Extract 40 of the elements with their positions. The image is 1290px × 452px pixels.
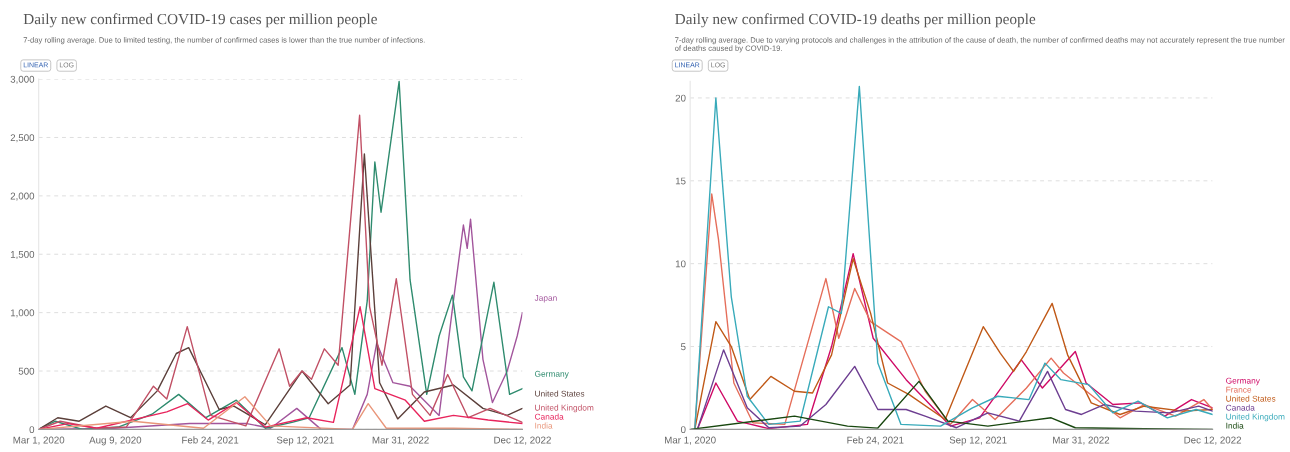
series-label: Germany — [534, 370, 569, 379]
y-tick-label: 15 — [675, 177, 686, 185]
x-tick-label: Mar 31, 2022 — [1053, 436, 1110, 445]
series-label: Canada — [1226, 404, 1255, 411]
series-label: United States — [1226, 395, 1276, 402]
y-tick-label: 0 — [680, 426, 686, 434]
x-tick-label: Feb 24, 2021 — [847, 436, 904, 445]
y-tick-label: 10 — [675, 260, 686, 268]
series-label: Canada — [534, 413, 564, 420]
y-tick-label: 2,000 — [10, 192, 35, 201]
series-label: India — [535, 422, 553, 429]
x-tick-label: Dec 12, 2022 — [1184, 436, 1242, 445]
line-series — [694, 85, 1213, 430]
text: France — [1226, 386, 1252, 393]
y-tick-label: 5 — [680, 343, 686, 351]
x-tick-label: Dec 12, 2022 — [494, 436, 551, 445]
y-tick-label: 1,500 — [10, 250, 35, 260]
y-tick-label: 2,500 — [10, 134, 35, 143]
y-tick-label: 20 — [675, 94, 686, 102]
y-tick-label: 500 — [18, 367, 35, 375]
text: United States — [535, 390, 585, 397]
x-tick-label: Sep 12, 2021 — [949, 436, 1007, 446]
text: Germany — [1226, 377, 1260, 386]
line-series — [38, 306, 523, 430]
y-tick-label: 0 — [29, 426, 35, 434]
y-tick-label: 3,000 — [10, 75, 35, 84]
x-tick-label: Mar 1, 2020 — [665, 436, 716, 445]
series-label: United Kingdom — [1226, 413, 1285, 422]
x-tick-label: Mar 1, 2020 — [13, 436, 65, 445]
series-label: Japan — [534, 295, 557, 303]
series-label: United Kingdom — [535, 404, 594, 413]
chart-title: Daily new confirmed COVID-19 cases per million people — [23, 13, 377, 28]
chart-title: Daily new confirmed COVID-19 deaths per million people — [675, 13, 1036, 28]
x-tick-label: Feb 24, 2021 — [182, 436, 239, 445]
x-tick-label: Mar 31, 2022 — [372, 436, 429, 445]
x-tick-label: Sep 12, 2021 — [276, 436, 334, 446]
line-series — [696, 349, 1213, 430]
x-tick-label: Aug 9, 2020 — [89, 436, 142, 446]
series-label: India — [1226, 422, 1244, 429]
y-tick-label: 1,000 — [10, 309, 35, 318]
